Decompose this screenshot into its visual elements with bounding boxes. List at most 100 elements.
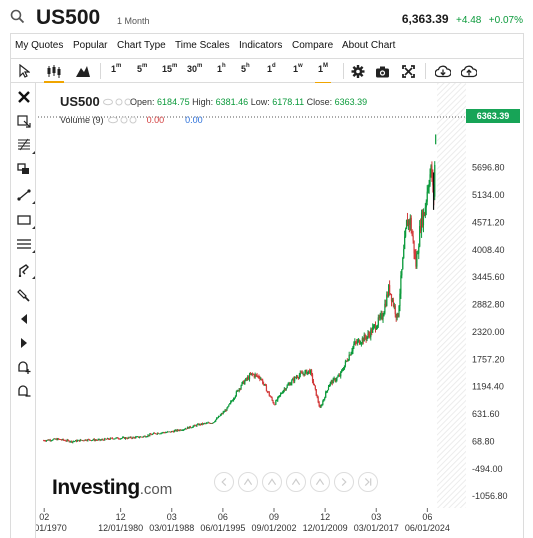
candle-body <box>152 433 154 435</box>
interval-1h[interactable]: 1h <box>217 63 226 74</box>
settings-icon[interactable] <box>351 64 365 79</box>
candle-body <box>260 378 262 380</box>
candle-body <box>155 433 158 435</box>
candle-body <box>148 434 150 436</box>
candle-body <box>75 440 78 442</box>
candle-body <box>126 438 128 440</box>
text-tool-icon[interactable] <box>16 263 35 279</box>
candle-body <box>171 431 174 433</box>
reset-zoom-icon[interactable] <box>286 472 306 492</box>
candle-body <box>245 378 247 381</box>
scroll-left-icon[interactable] <box>214 472 234 492</box>
candle-body <box>339 375 341 377</box>
add-alert-icon[interactable] <box>16 360 32 374</box>
candle-body <box>208 422 210 424</box>
candle-body <box>290 383 292 386</box>
interval-15m[interactable]: 15m <box>162 63 178 74</box>
camera-icon[interactable] <box>375 64 390 79</box>
arrow-left-icon[interactable] <box>16 312 32 326</box>
candle-body <box>377 317 379 326</box>
fibonacci-icon[interactable] <box>16 138 35 154</box>
candle-body <box>127 437 129 439</box>
price-chart[interactable]: 5696.80 5134.00 4571.20 4008.40 3445.60 2882.… <box>36 83 524 538</box>
horizontal-lines-icon[interactable] <box>16 237 35 253</box>
legend-visibility-icons[interactable] <box>103 98 137 106</box>
candle-body <box>294 377 296 382</box>
zoom-fit-icon[interactable] <box>310 472 330 492</box>
zoom-in-icon[interactable] <box>262 472 282 492</box>
chart-panel[interactable]: 5696.80 5134.00 4571.20 4008.40 3445.60 2882.… <box>36 83 524 538</box>
upload-icon[interactable] <box>461 64 477 79</box>
interval-1M[interactable]: 1M <box>314 63 332 84</box>
cursor-icon[interactable] <box>18 64 30 79</box>
candle-body <box>301 372 303 374</box>
candle-body <box>275 400 277 405</box>
x-tick-label-bottom: 06/01/1995 <box>200 523 245 533</box>
candle-body <box>64 440 66 442</box>
menu-time-scales[interactable]: Time Scales <box>175 40 230 51</box>
candle-body <box>240 385 242 389</box>
candle-body <box>140 436 143 438</box>
interval-30m[interactable]: 30m <box>187 63 203 74</box>
interval-1d[interactable]: 1d <box>267 63 276 74</box>
candle-body <box>141 436 143 438</box>
candle-body <box>321 404 323 406</box>
pattern-icon[interactable] <box>16 162 32 176</box>
candle-body <box>91 439 94 441</box>
candle-body <box>190 427 192 429</box>
candle-body <box>415 255 417 267</box>
candle-body <box>90 440 92 441</box>
scroll-end-icon[interactable] <box>358 472 378 492</box>
menu-indicators[interactable]: Indicators <box>239 40 283 51</box>
candle-body <box>72 441 74 443</box>
candle-body <box>137 436 139 438</box>
candle-body <box>378 317 380 319</box>
candle-body <box>334 378 336 382</box>
candle-body <box>123 437 126 439</box>
candle-body <box>97 439 99 441</box>
crosshair-icon[interactable] <box>16 114 32 128</box>
candle-body <box>295 377 298 378</box>
candle-body <box>430 165 432 175</box>
x-tick-label-top: 09 <box>269 512 279 522</box>
download-icon[interactable] <box>435 64 451 79</box>
x-tick-label-bottom: 12/01/2009 <box>303 523 348 533</box>
menu-my-quotes[interactable]: My Quotes <box>15 40 64 51</box>
close-icon[interactable] <box>16 90 32 104</box>
zoom-out-icon[interactable] <box>238 472 258 492</box>
menu-popular[interactable]: Popular <box>73 40 108 51</box>
future-area <box>437 83 466 508</box>
candle-body <box>149 433 151 436</box>
candle-body <box>279 395 281 397</box>
candlestick-icon[interactable] <box>46 64 62 79</box>
candle-body <box>373 325 375 328</box>
area-chart-icon[interactable] <box>75 64 91 79</box>
interval-5h[interactable]: 5h <box>241 63 250 74</box>
candle-body <box>47 439 49 441</box>
fullscreen-icon[interactable] <box>402 64 415 79</box>
candle-body <box>431 165 433 179</box>
candle-body <box>65 440 67 442</box>
candle-body <box>52 439 54 441</box>
arrow-right-icon[interactable] <box>16 336 32 350</box>
interval-5m[interactable]: 5m <box>137 63 148 74</box>
brush-icon[interactable] <box>16 288 32 302</box>
scroll-right-icon[interactable] <box>334 472 354 492</box>
interval-1m[interactable]: 1m <box>111 63 122 74</box>
menu-compare[interactable]: Compare <box>292 40 334 51</box>
menu-chart-type[interactable]: Chart Type <box>117 40 166 51</box>
volume-visibility-icons[interactable] <box>108 116 142 124</box>
search-icon[interactable] <box>10 9 25 24</box>
remove-alert-icon[interactable] <box>16 384 32 398</box>
chart-toolbar: 1m 5m 15m 30m 1h 5h 1d 1w 1M <box>10 58 524 84</box>
rectangle-icon[interactable] <box>16 213 35 229</box>
interval-1w[interactable]: 1w <box>293 63 303 74</box>
menu-about-chart[interactable]: About Chart <box>342 40 396 51</box>
toolbar-divider <box>100 63 101 79</box>
candle-body <box>227 406 229 408</box>
candle-body <box>81 440 83 441</box>
trend-line-icon[interactable] <box>16 188 35 204</box>
candle-body <box>246 378 248 380</box>
candle-body <box>43 440 45 442</box>
candle-body <box>179 429 181 431</box>
